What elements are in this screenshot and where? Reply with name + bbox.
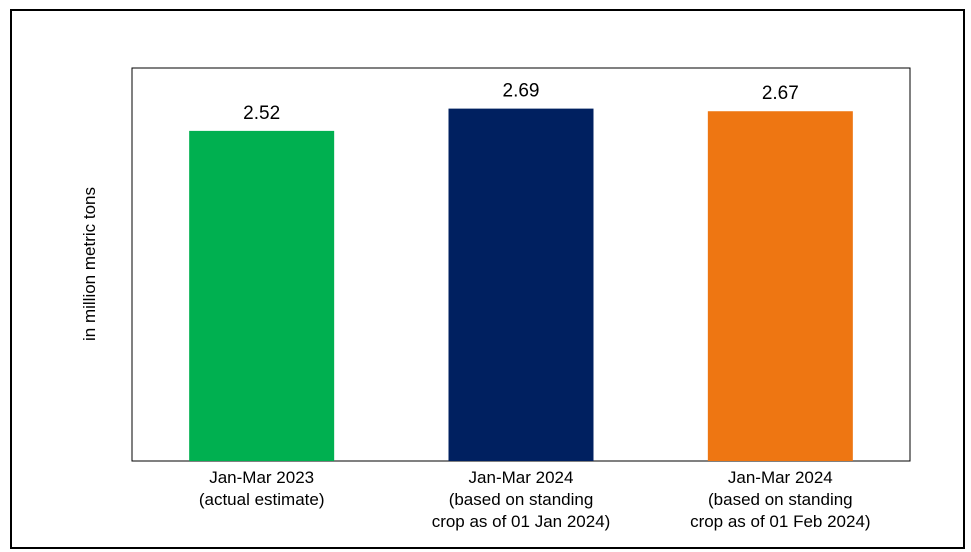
x-tick-label-1-line-2: (actual estimate) <box>199 490 325 509</box>
x-tick-label-2-line-1: Jan-Mar 2024 <box>469 468 574 487</box>
value-label-1: 2.52 <box>243 103 280 124</box>
chart-frame: in million metric tons 2.52 2.69 2.67 Jan-… <box>10 9 965 549</box>
bar-chart: in million metric tons 2.52 2.69 2.67 Jan-… <box>80 67 911 531</box>
x-tick-label-3-line-1: Jan-Mar 2024 <box>728 468 833 487</box>
value-labels-group: 2.52 2.69 2.67 <box>243 81 799 124</box>
x-tick-label-3-line-3: crop as of 01 Feb 2024) <box>690 512 871 531</box>
value-label-3: 2.67 <box>762 83 799 104</box>
value-label-2: 2.69 <box>503 81 540 102</box>
x-tick-label-1-line-1: Jan-Mar 2023 <box>209 468 314 487</box>
bar-1 <box>189 130 335 461</box>
x-tick-labels-group: Jan-Mar 2023 (actual estimate) Jan-Mar 202… <box>199 468 871 531</box>
y-axis-label: in million metric tons <box>80 187 99 341</box>
bar-3 <box>707 111 853 461</box>
x-tick-label-2-line-2: (based on standing <box>449 490 594 509</box>
bars-group <box>189 108 853 462</box>
x-tick-label-2-line-3: crop as of 01 Jan 2024) <box>432 512 611 531</box>
bar-2 <box>448 108 594 462</box>
x-tick-label-3-line-2: (based on standing <box>708 490 853 509</box>
